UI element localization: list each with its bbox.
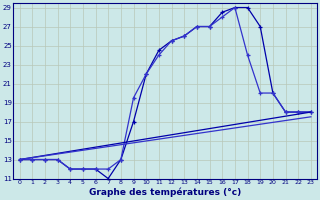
X-axis label: Graphe des températures (°c): Graphe des températures (°c) xyxy=(89,188,241,197)
